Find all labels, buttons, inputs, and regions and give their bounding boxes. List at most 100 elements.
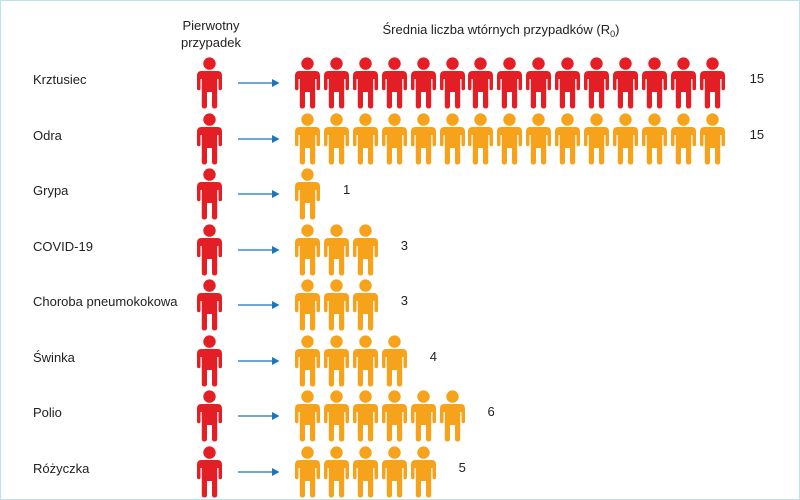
arrow-right-icon [238,245,280,254]
disease-label: Odra [33,127,62,143]
secondary-person-icon [439,390,465,442]
arrow-right-icon [238,79,280,87]
secondary-person-icon [295,334,320,386]
secondary-person-icon [295,390,320,442]
secondary-person-icon [381,445,407,497]
primary-case [196,279,223,331]
secondary-person-icon [295,445,320,497]
transmission-arrow [238,78,280,88]
secondary-person-icon [526,112,552,164]
secondary-person-icon [410,445,436,497]
arrow-right-icon [238,134,280,143]
secondary-person-icon [352,445,378,497]
secondary-person-icon [295,112,320,164]
secondary-person-icon [584,112,609,164]
disease-row: Choroba pneumokokowa 3 [1,275,799,331]
secondary-person-icon [323,112,349,164]
arrow-right-icon [238,467,280,476]
primary-person-icon [197,445,222,497]
disease-label: Choroba pneumokokowa [33,294,178,309]
secondary-person-icon [295,279,320,331]
secondary-person-icon [497,112,523,164]
secondary-person-icon [410,390,436,442]
primary-case [196,390,223,442]
disease-label: Różyczka [33,460,90,476]
secondary-cases-header: Średnia liczba wtórnych przypadków (R0) [351,21,651,39]
secondary-person-icon [439,112,465,164]
secondary-person-icon [670,57,696,109]
primary-case [196,57,223,109]
secondary-person-icon [352,279,378,331]
disease-label: COVID-19 [33,238,93,254]
secondary-person-icon [699,57,725,109]
secondary-person-icon [641,57,667,109]
transmission-arrow [238,189,280,199]
r0-value-label: 3 [400,293,409,308]
secondary-person-icon [323,279,349,331]
r0-value-label: 1 [343,182,351,197]
secondary-person-icon [468,57,494,109]
secondary-person-icon [699,112,725,164]
r0-value-label: 3 [400,237,409,253]
secondary-person-icon [612,112,638,164]
r0-value-label: 5 [458,459,466,475]
secondary-person-icon [584,57,609,109]
secondary-header-close: ) [615,22,620,37]
arrow-right-icon [238,301,280,309]
r0-value-label: 15 [749,71,765,86]
primary-person-icon [197,390,222,442]
primary-person-icon [197,57,222,109]
arrow-right-icon [238,356,280,365]
secondary-person-icon [323,57,349,109]
primary-person-icon [197,168,222,220]
disease-row: Grypa 1 [1,164,799,220]
transmission-arrow [238,245,280,255]
secondary-person-icon [497,57,523,109]
secondary-person-icon [612,57,638,109]
secondary-person-icon [323,445,349,497]
secondary-person-icon [381,57,407,109]
primary-header-line1: Pierwotny [182,18,240,33]
disease-row: Krztusiec 15 [1,53,799,109]
disease-row: Polio 6 [1,386,799,442]
primary-case [196,445,223,498]
transmission-arrow [238,467,280,477]
r0-value-label: 15 [749,126,765,142]
secondary-person-icon [381,112,407,164]
disease-row: Świnka 4 [1,331,799,387]
arrow-right-icon [238,412,280,420]
secondary-person-icon [381,334,407,386]
secondary-person-icon [323,223,349,275]
primary-case [196,334,223,387]
secondary-person-icon [323,390,349,442]
disease-label: Krztusiec [33,72,87,87]
secondary-person-icon [468,112,494,164]
secondary-person-icon [352,223,378,275]
arrow-right-icon [238,190,280,198]
secondary-person-icon [352,112,378,164]
disease-label: Grypa [33,183,69,198]
secondary-person-icon [295,223,320,275]
disease-label: Polio [33,405,62,420]
primary-person-icon [197,112,222,164]
transmission-arrow [238,134,280,144]
primary-case [196,112,223,165]
primary-person-icon [197,334,222,386]
secondary-person-icon [410,57,436,109]
secondary-person-icon [555,112,581,164]
secondary-person-icon [352,390,378,442]
primary-case [196,168,223,220]
r0-value-label: 6 [487,404,495,419]
primary-person-icon [197,223,222,275]
secondary-person-icon [439,57,465,109]
secondary-person-icon [526,57,552,109]
secondary-person-icon [323,334,349,386]
secondary-person-icon [670,112,696,164]
primary-person-icon [197,279,222,331]
primary-header-line2: przypadek [181,35,241,50]
secondary-person-icon [295,57,320,109]
secondary-person-icon [352,334,378,386]
disease-label: Świnka [33,349,75,365]
primary-case-header: Pierwotny przypadek [161,17,261,51]
